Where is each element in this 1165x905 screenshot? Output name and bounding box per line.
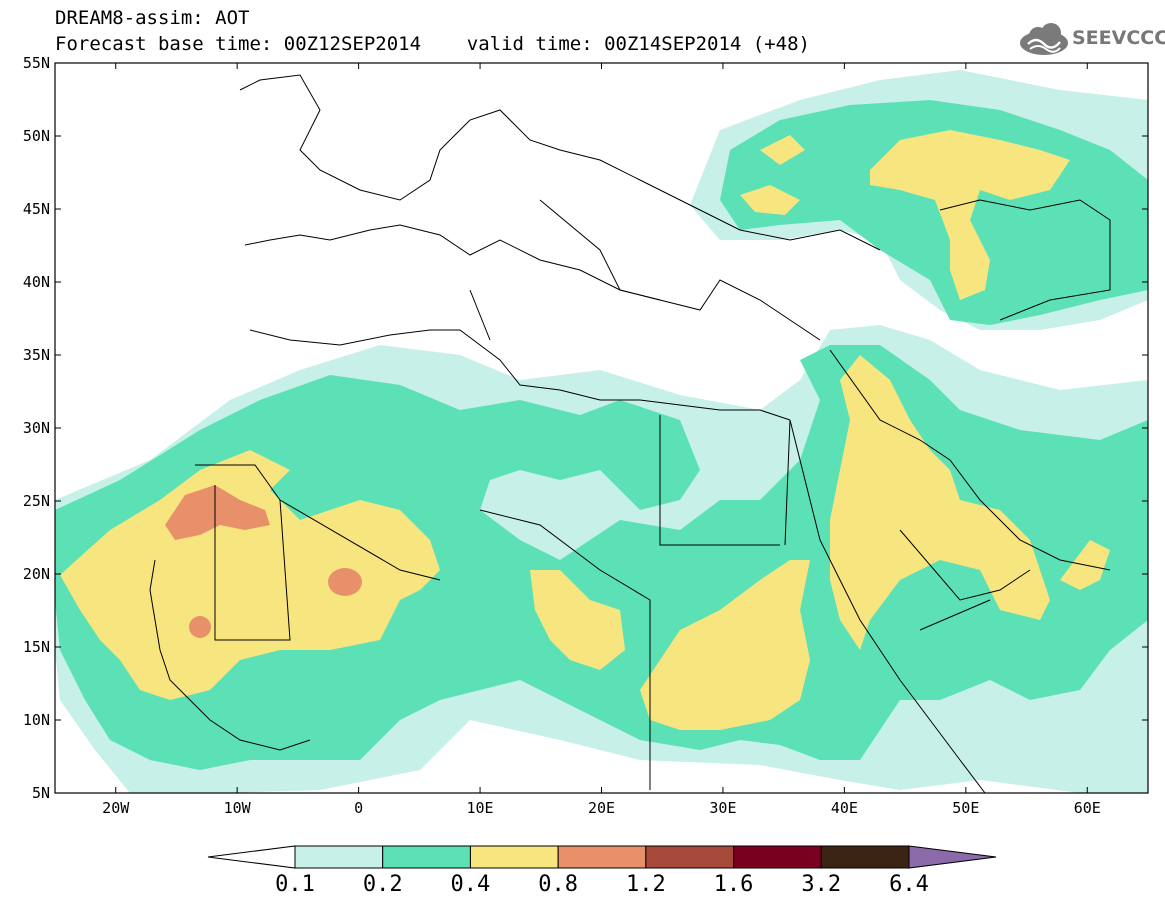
lon-tick-label: 20E [588, 799, 615, 817]
lat-tick-label: 30N [23, 419, 50, 437]
map-title: DREAM8-assim: AOT [55, 7, 250, 29]
lon-tick-label: 10E [467, 799, 494, 817]
lon-tick-label: 20W [102, 799, 130, 817]
lat-tick-label: 35N [23, 346, 50, 364]
lon-tick-label: 50E [952, 799, 979, 817]
lon-tick-label: 10W [224, 799, 252, 817]
lat-tick-label: 45N [23, 200, 50, 218]
lon-tick-label: 40E [831, 799, 858, 817]
cloud-icon [1020, 23, 1068, 55]
lon-tick-label: 60E [1074, 799, 1101, 817]
lat-tick-label: 40N [23, 273, 50, 291]
longitude-axis: 20W 10W 0 10E 20E 30E 40E 50E 60E [102, 63, 1101, 817]
lon-tick-label: 0 [354, 799, 363, 817]
coastlines-and-borders [149, 74, 1111, 793]
lon-tick-label: 30E [709, 799, 736, 817]
seevccc-logo [1020, 23, 1068, 55]
lat-tick-label: 50N [23, 127, 50, 145]
lat-tick-label: 10N [23, 711, 50, 729]
lat-tick-label: 25N [23, 492, 50, 510]
aot-level-0-4 [60, 130, 1110, 730]
aot-shading [55, 70, 1148, 793]
lat-tick-label: 15N [23, 638, 50, 656]
aot-level-0-8 [165, 485, 362, 638]
lat-tick-label: 5N [32, 784, 50, 802]
lat-tick-label: 55N [23, 54, 50, 72]
logo-text: SEEVCCC [1072, 27, 1165, 49]
forecast-time-subtitle: Forecast base time: 00Z12SEP2014 valid t… [55, 33, 810, 55]
latitude-axis: 55N 50N 45N 40N 35N 30N 25N 20N 15N 10N 5N [23, 54, 1148, 802]
lat-tick-label: 20N [23, 565, 50, 583]
